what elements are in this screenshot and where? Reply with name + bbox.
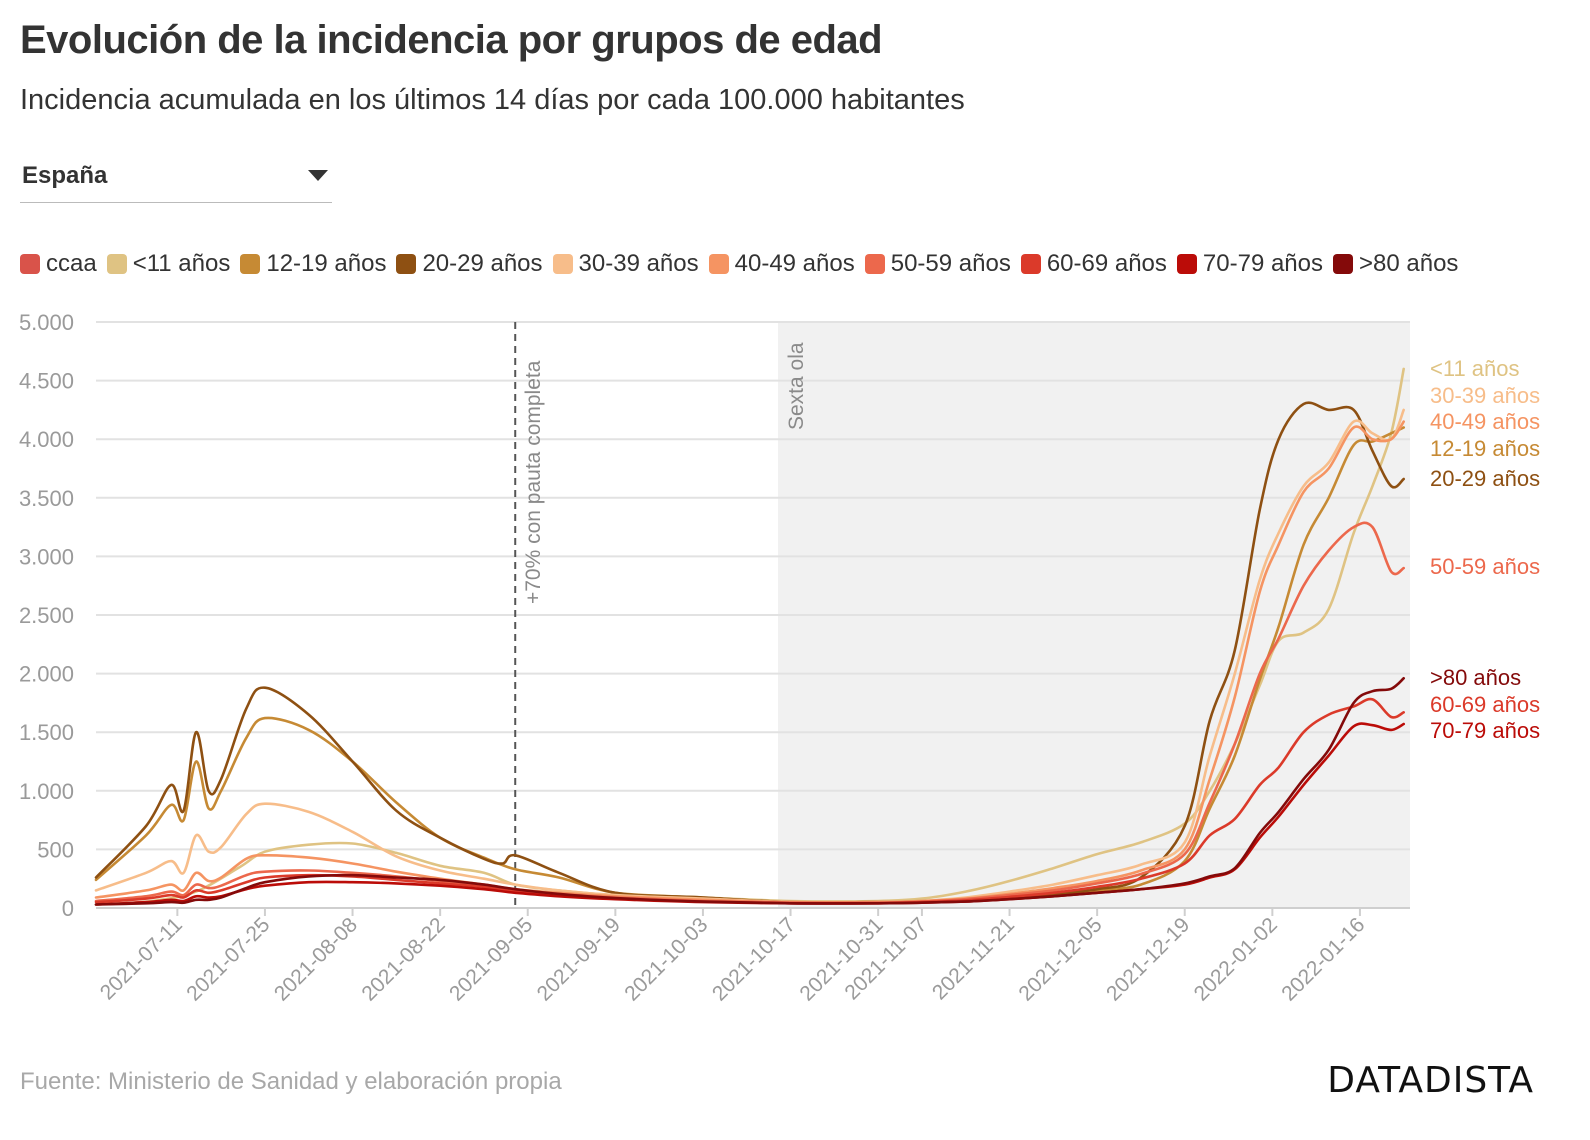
x-tick-label: 2021-09-19 bbox=[533, 913, 625, 1005]
legend-item[interactable]: 70-79 años bbox=[1176, 250, 1323, 278]
legend-label: 20-29 años bbox=[422, 250, 543, 277]
legend-item[interactable]: 20-29 años bbox=[396, 250, 543, 278]
x-tick-label: 2022-01-02 bbox=[1190, 913, 1282, 1005]
y-tick-label: 0 bbox=[62, 896, 74, 921]
reference-line-label: +70% con pauta completa bbox=[522, 360, 545, 604]
legend-swatch bbox=[1020, 254, 1041, 274]
series-end-label: 40-49 años bbox=[1430, 409, 1540, 434]
legend-swatch bbox=[20, 254, 40, 274]
legend-item[interactable]: >80 años bbox=[1333, 250, 1458, 278]
x-tick-label: 2021-08-08 bbox=[270, 913, 362, 1005]
y-tick-label: 2.500 bbox=[19, 603, 74, 628]
series-end-label: 60-69 años bbox=[1430, 692, 1540, 717]
legend-label: ccaa bbox=[46, 250, 97, 277]
series-end-label: 70-79 años bbox=[1430, 718, 1540, 743]
legend-label: 12-19 años bbox=[266, 250, 387, 277]
chart-subtitle: Incidencia acumulada en los últimos 14 d… bbox=[20, 84, 965, 116]
source-note: Fuente: Ministerio de Sanidad y elaborac… bbox=[20, 1068, 562, 1095]
x-tick-label: 2021-08-22 bbox=[357, 913, 449, 1005]
legend-label: 70-79 años bbox=[1202, 250, 1323, 277]
line-chart: 0 500 1.000 1.500 2.000 2.500 3.000 3.500 4.000 4… bbox=[19, 310, 1540, 1005]
brand-logo: DATADISTA bbox=[1327, 1060, 1534, 1101]
series-end-label: <11 años bbox=[1430, 356, 1520, 381]
series-end-label: >80 años bbox=[1430, 665, 1521, 690]
legend-swatch bbox=[240, 254, 261, 274]
x-tick-label: 2021-07-25 bbox=[182, 913, 274, 1005]
legend-item[interactable]: 12-19 años bbox=[240, 250, 386, 278]
y-tick-label: 4.000 bbox=[19, 427, 74, 452]
legend-label: 40-49 años bbox=[734, 250, 855, 277]
x-tick-label: 2021-12-19 bbox=[1102, 913, 1194, 1005]
x-tick-label: 2021-10-03 bbox=[620, 913, 712, 1005]
y-tick-label: 4.500 bbox=[19, 369, 74, 394]
legend-item[interactable]: 40-49 años bbox=[708, 250, 855, 278]
x-tick-label: 2021-10-17 bbox=[708, 913, 800, 1005]
y-tick-label: 3.000 bbox=[19, 544, 74, 569]
x-tick-label: 2021-09-05 bbox=[445, 913, 537, 1005]
series-end-label: 50-59 años bbox=[1430, 554, 1540, 579]
x-tick-label: 2022-01-16 bbox=[1277, 913, 1369, 1005]
series-line bbox=[94, 677, 1405, 906]
legend-swatch bbox=[1333, 254, 1353, 274]
legend-label: 60-69 años bbox=[1046, 250, 1167, 277]
series-line bbox=[94, 367, 1405, 906]
region-select-value: España bbox=[22, 162, 108, 189]
legend-swatch bbox=[864, 254, 885, 274]
caret-down-icon bbox=[308, 170, 328, 181]
y-tick-label: 500 bbox=[37, 837, 74, 862]
series-end-label: 12-19 años bbox=[1430, 436, 1540, 461]
x-tick-label: 2021-07-11 bbox=[96, 913, 187, 1004]
region-select[interactable]: España bbox=[20, 158, 332, 203]
legend-label: 50-59 años bbox=[890, 250, 1011, 277]
legend: ccaa <11 años 12-19 años 20-29 años 30-39 añ… bbox=[20, 246, 1468, 282]
legend-label: <11 años bbox=[132, 250, 231, 277]
legend-swatch bbox=[1176, 254, 1197, 274]
chart-title: Evolución de la incidencia por grupos de… bbox=[20, 18, 883, 62]
y-tick-label: 3.500 bbox=[19, 486, 74, 511]
y-tick-label: 1.000 bbox=[19, 779, 74, 804]
series-end-label: 30-39 años bbox=[1430, 383, 1540, 408]
x-tick-label: 2021-11-21 bbox=[928, 913, 1019, 1004]
y-tick-label: 2.000 bbox=[19, 662, 74, 687]
legend-item[interactable]: 60-69 años bbox=[1020, 250, 1167, 278]
series-end-label: 20-29 años bbox=[1430, 466, 1540, 491]
legend-swatch bbox=[552, 254, 573, 274]
y-tick-label: 5.000 bbox=[19, 310, 74, 335]
legend-item[interactable]: <11 años bbox=[106, 250, 231, 278]
x-tick-label: 2021-12-05 bbox=[1014, 913, 1106, 1005]
legend-label: 30-39 años bbox=[578, 250, 699, 277]
legend-item[interactable]: ccaa bbox=[20, 250, 97, 278]
y-tick-label: 1.500 bbox=[19, 720, 74, 745]
shaded-region-label: Sexta ola bbox=[785, 342, 808, 430]
legend-item[interactable]: 30-39 años bbox=[552, 250, 699, 278]
legend-label: >80 años bbox=[1359, 250, 1459, 277]
legend-swatch bbox=[708, 254, 729, 274]
legend-item[interactable]: 50-59 años bbox=[864, 250, 1011, 278]
legend-swatch bbox=[396, 254, 417, 274]
legend-swatch bbox=[106, 254, 127, 274]
